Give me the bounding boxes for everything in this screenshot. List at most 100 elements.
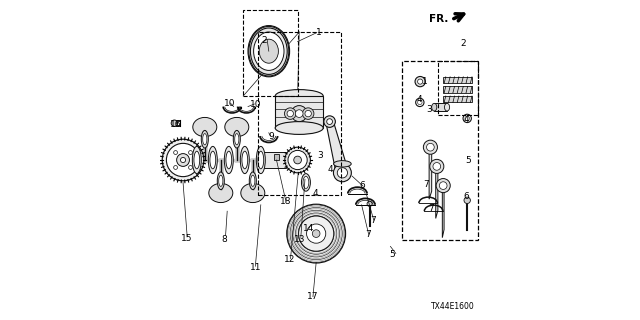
Ellipse shape	[303, 176, 309, 188]
Circle shape	[424, 140, 438, 154]
Circle shape	[415, 76, 425, 87]
Circle shape	[285, 108, 296, 119]
Bar	[443, 96, 472, 102]
Ellipse shape	[194, 151, 200, 169]
Text: 3: 3	[427, 105, 432, 114]
Ellipse shape	[225, 147, 234, 173]
Circle shape	[433, 163, 440, 170]
Text: 11: 11	[250, 263, 261, 272]
Text: 2: 2	[261, 36, 267, 44]
Polygon shape	[326, 122, 349, 173]
Polygon shape	[436, 162, 438, 219]
Circle shape	[417, 79, 423, 84]
Circle shape	[327, 119, 333, 124]
Circle shape	[189, 165, 193, 169]
Circle shape	[296, 110, 303, 117]
Ellipse shape	[210, 151, 216, 169]
Ellipse shape	[275, 90, 323, 102]
Circle shape	[307, 224, 326, 243]
Ellipse shape	[241, 183, 265, 203]
Ellipse shape	[219, 175, 223, 186]
Text: 4: 4	[313, 189, 319, 198]
Circle shape	[427, 143, 434, 151]
Ellipse shape	[201, 131, 209, 148]
Circle shape	[172, 120, 178, 126]
Text: 4: 4	[464, 115, 469, 124]
Bar	[261, 152, 287, 168]
Text: 1: 1	[422, 77, 428, 86]
Text: 15: 15	[181, 234, 192, 243]
Text: 18: 18	[280, 197, 291, 206]
Text: 9: 9	[269, 132, 275, 141]
Polygon shape	[429, 143, 432, 199]
Bar	[243, 10, 298, 96]
Ellipse shape	[301, 173, 310, 191]
Polygon shape	[442, 181, 444, 238]
Circle shape	[189, 151, 193, 155]
Ellipse shape	[209, 183, 233, 203]
Text: 8: 8	[221, 235, 227, 244]
Circle shape	[294, 156, 301, 164]
Circle shape	[305, 110, 311, 117]
Bar	[275, 154, 279, 160]
Text: 7: 7	[428, 204, 433, 213]
Circle shape	[312, 230, 320, 237]
Text: TX44E1600: TX44E1600	[431, 302, 475, 311]
Ellipse shape	[226, 151, 232, 169]
Ellipse shape	[253, 32, 284, 70]
Ellipse shape	[193, 117, 217, 137]
Text: 16: 16	[170, 120, 181, 129]
Circle shape	[440, 182, 447, 189]
Circle shape	[173, 151, 177, 155]
Circle shape	[287, 204, 346, 263]
Circle shape	[163, 139, 204, 181]
Ellipse shape	[256, 147, 266, 173]
Text: 17: 17	[307, 292, 319, 301]
Circle shape	[173, 165, 177, 169]
Text: 5: 5	[390, 250, 396, 259]
Circle shape	[302, 108, 314, 119]
Ellipse shape	[275, 122, 323, 134]
Ellipse shape	[209, 147, 218, 173]
Text: 3: 3	[317, 151, 323, 160]
Ellipse shape	[249, 27, 289, 76]
Ellipse shape	[225, 117, 249, 137]
Circle shape	[463, 114, 472, 123]
Ellipse shape	[259, 39, 278, 63]
Circle shape	[337, 168, 348, 178]
Circle shape	[416, 98, 424, 107]
Ellipse shape	[251, 175, 255, 186]
Ellipse shape	[250, 172, 256, 189]
Circle shape	[285, 147, 310, 173]
Circle shape	[465, 116, 470, 121]
Text: 7: 7	[365, 230, 371, 239]
Text: 7: 7	[424, 180, 429, 189]
Text: 10: 10	[250, 100, 261, 108]
Bar	[438, 61, 479, 115]
Ellipse shape	[242, 151, 248, 169]
Ellipse shape	[241, 147, 250, 173]
Text: 13: 13	[294, 235, 306, 244]
Text: 4: 4	[417, 95, 422, 104]
Ellipse shape	[218, 172, 225, 189]
Circle shape	[180, 157, 186, 163]
Circle shape	[436, 179, 451, 193]
Ellipse shape	[333, 161, 351, 167]
Bar	[435, 103, 447, 111]
Text: 12: 12	[284, 255, 296, 264]
Circle shape	[291, 106, 307, 122]
Ellipse shape	[445, 103, 450, 111]
Circle shape	[430, 159, 444, 173]
Ellipse shape	[432, 103, 437, 111]
Ellipse shape	[203, 134, 207, 145]
Circle shape	[324, 116, 335, 127]
Ellipse shape	[234, 131, 241, 148]
Circle shape	[464, 197, 470, 204]
Text: 14: 14	[303, 224, 314, 233]
Circle shape	[333, 164, 351, 182]
Circle shape	[287, 110, 293, 117]
Ellipse shape	[193, 147, 201, 173]
Text: 7: 7	[371, 216, 376, 225]
Circle shape	[298, 216, 334, 251]
Text: 2: 2	[461, 39, 466, 48]
